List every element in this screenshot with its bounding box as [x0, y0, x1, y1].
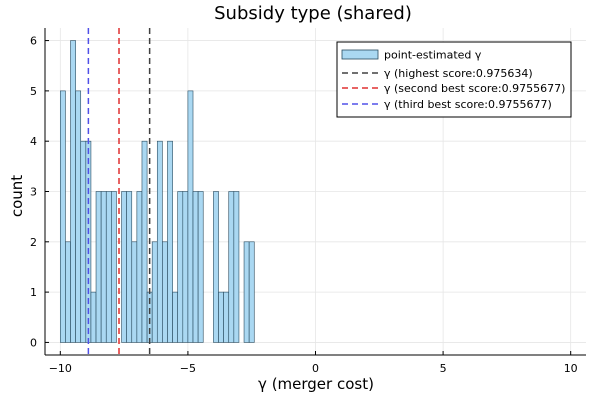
histogram-bar — [70, 40, 76, 343]
histogram-bar — [126, 191, 133, 343]
reference-lines — [87, 28, 151, 355]
histogram-bar — [60, 90, 66, 343]
histogram-bar — [100, 191, 107, 343]
histogram-bar — [248, 241, 255, 343]
histogram-bar — [182, 191, 189, 343]
histogram-bar — [192, 191, 199, 343]
y-tick-label: 0 — [30, 336, 37, 349]
y-tick-label: 3 — [30, 186, 37, 199]
histogram-bars — [60, 40, 255, 343]
histogram-bar — [136, 191, 143, 343]
y-tick-label: 4 — [30, 135, 37, 148]
histogram-bar — [90, 291, 97, 343]
x-tick-label: 5 — [440, 362, 447, 375]
histogram-bar — [223, 291, 230, 343]
legend-label-second: γ (second best score:0.9755677) — [384, 82, 565, 95]
histogram-bar — [151, 241, 158, 343]
legend: point-estimated γ γ (highest score:0.975… — [336, 41, 572, 118]
histogram-bar — [162, 241, 168, 343]
x-axis-label: γ (merger cost) — [258, 375, 374, 393]
histogram-bar — [177, 191, 184, 343]
x-tick-label: 0 — [312, 362, 319, 375]
legend-label-third: γ (third best score:0.9755677) — [384, 98, 552, 111]
histogram-bar — [167, 140, 173, 343]
histogram-bar — [243, 241, 250, 343]
histogram-bar — [228, 191, 235, 343]
y-axis-label: count — [8, 175, 26, 217]
legend-label-highest: γ (highest score:0.975634) — [384, 67, 533, 80]
histogram-bar — [131, 241, 138, 343]
histogram-bar — [187, 90, 194, 343]
histogram-bar — [80, 140, 87, 343]
histogram-bar — [156, 140, 163, 343]
histogram-bar — [105, 191, 112, 343]
histogram-bar — [121, 191, 127, 343]
histogram-bar — [233, 191, 240, 343]
x-tick-label: −10 — [49, 362, 72, 375]
histogram-bar — [75, 90, 82, 343]
histogram-bar — [111, 191, 117, 343]
histogram-bar — [172, 291, 178, 343]
legend-label-histogram: point-estimated γ — [384, 49, 482, 62]
histogram-bar — [65, 241, 71, 343]
chart-title: Subsidy type (shared) — [214, 3, 412, 24]
tick-labels: −10 −5 0 5 10 0 1 2 3 4 5 6 — [30, 35, 578, 375]
histogram-bar — [197, 191, 204, 343]
x-tick-label: 10 — [564, 362, 578, 375]
histogram-bar — [213, 191, 219, 343]
histogram-bar — [141, 140, 148, 343]
axes — [44, 28, 586, 356]
y-tick-label: 5 — [30, 85, 37, 98]
legend-swatch-histogram — [341, 49, 379, 60]
y-tick-label: 6 — [30, 35, 37, 48]
x-tick-label: −5 — [180, 362, 196, 375]
y-tick-label: 2 — [30, 236, 37, 249]
histogram-bar — [95, 191, 102, 343]
y-tick-label: 1 — [30, 286, 37, 299]
histogram-bar — [218, 291, 224, 343]
